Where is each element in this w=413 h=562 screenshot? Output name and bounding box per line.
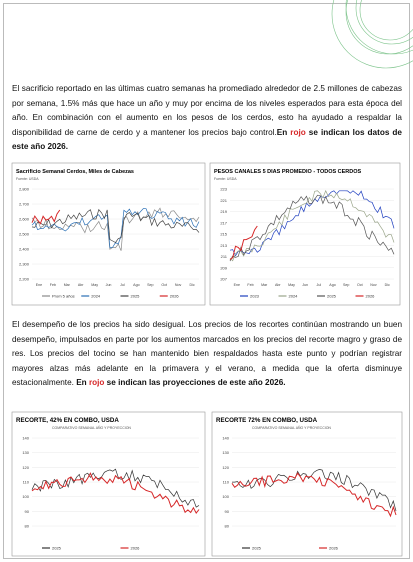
- highlight: se indican los datos de este año 2026.: [12, 127, 402, 152]
- paragraph: El sacrificio reportado en las últimas c…: [12, 82, 402, 155]
- highlight: En: [76, 378, 89, 387]
- paragraph-text: El desempeño de los precios ha sido desi…: [12, 320, 402, 387]
- page-border: [3, 3, 410, 559]
- highlight-red: rojo: [88, 378, 105, 387]
- highlight: se indican las proyecciones de este año …: [104, 378, 286, 387]
- paragraph: El desempeño de los precios ha sido desi…: [12, 318, 402, 391]
- green-swirl: [331, 0, 413, 69]
- highlight-red: rojo: [290, 127, 306, 137]
- paragraph-text: El sacrificio reportado en las últimas c…: [12, 84, 402, 137]
- highlight: En: [276, 127, 291, 137]
